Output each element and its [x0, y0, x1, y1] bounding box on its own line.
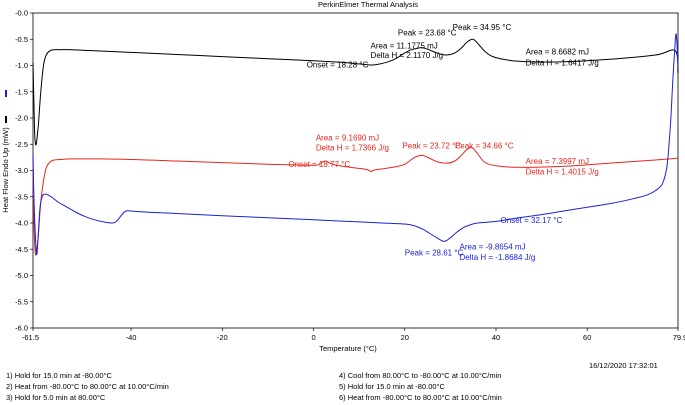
method-steps-right: 4) Cool from 80.00°C to -80.00°C at 10.0…: [339, 370, 502, 403]
annotation-b-area2: Area = 8.6682 mJ: [526, 47, 589, 56]
annotation-b-peak1: Peak = 23.68 °C: [398, 29, 457, 38]
chart-title: PerkinElmer Thermal Analysis: [318, 0, 418, 9]
y-tick-label: -5.0: [15, 271, 28, 280]
annotation-r-area2: Area = 7.3997 mJ: [526, 157, 589, 166]
annotation-r-peak2: Peak = 34.66 °C: [455, 141, 514, 150]
annotation-r-peak1: Peak = 23.72 °C: [402, 141, 461, 150]
method-steps-left: 1) Hold for 15.0 min at -80.00°C 2) Heat…: [6, 370, 169, 403]
annotation-b-area: Area = 11.1775 mJ: [371, 42, 438, 51]
y-tick-label: -3.0: [15, 166, 28, 175]
annotation-u-dh: Delta H = -1.8684 J/g: [460, 253, 536, 262]
x-axis-label: Temperature (°C): [319, 344, 377, 353]
y-tick-label: -4.0: [15, 219, 28, 228]
y-tick-label: -0.5: [15, 35, 28, 44]
x-tick-label: 60: [583, 333, 591, 342]
y-tick-label: -6.0: [15, 324, 28, 333]
y-tick-label: -1.5: [15, 87, 28, 96]
y-axis: -6.0 -5.5 -5.0 -4.5 -4.0 -3.5 -3.0 -2.5 -2.0 -1.5…: [15, 9, 33, 333]
x-tick-label: 40: [492, 333, 500, 342]
annotation-u-onset: Onset = 32.17 °C: [501, 216, 563, 225]
annotation-u-peak: Peak = 28.61 °C: [405, 249, 464, 258]
series-marker-black: [5, 116, 7, 123]
x-tick-label: -40: [126, 333, 137, 342]
method-steps: 1) Hold for 15.0 min at -80.00°C 2) Heat…: [0, 370, 685, 405]
annotation-b-peak2: Peak = 34.95 °C: [453, 23, 512, 32]
method-step: 1) Hold for 15.0 min at -80.00°C: [6, 371, 112, 380]
method-step: 5) Hold for 15.0 min at -80.00°C: [339, 382, 445, 391]
annotation-r-onset: Onset = 18.77 °C: [288, 160, 350, 169]
series-line: [32, 38, 679, 146]
y-tick-label: -1.0: [15, 61, 28, 70]
method-step: 3) Hold for 5.0 min at 80.00°C: [6, 393, 106, 402]
annotation-r-area: Area = 9.1690 mJ: [316, 134, 379, 143]
annotation-b-onset: Onset = 18.28 °C: [307, 61, 369, 70]
y-tick-label: -4.5: [15, 245, 28, 254]
y-tick-label: -0.0: [15, 9, 28, 18]
timestamp: 16/12/2020 17:32:01: [589, 361, 658, 370]
x-tick-label: -61.5: [22, 333, 39, 342]
x-tick-label: 79.9: [673, 333, 685, 342]
y-tick-label: -3.5: [15, 192, 28, 201]
series-line: [32, 33, 679, 256]
x-tick-label: -20: [217, 333, 228, 342]
series-marker-blue: [5, 90, 7, 97]
y-axis-label: Heat Flow Endo Up (mW): [1, 127, 10, 213]
y-tick-label: -2.5: [15, 140, 28, 149]
annotation-r-dh2: Delta H = 1.4015 J/g: [526, 168, 599, 177]
annotation-r-dh: Delta H = 1.7366 J/g: [316, 144, 389, 153]
series-layer: [32, 33, 679, 256]
annotation-b-dh: Delta H = 2.1170 J/g: [371, 51, 444, 60]
annotation-u-area: Area = -9.8654 mJ: [460, 242, 526, 251]
x-tick-label: 20: [401, 333, 409, 342]
method-step: 2) Heat from -80.00°C to 80.00°C at 10.0…: [6, 382, 169, 391]
y-tick-label: -5.5: [15, 297, 28, 306]
method-step: 6) Heat from -80.00°C to 80.00°C at 10.0…: [339, 393, 502, 402]
method-step: 4) Cool from 80.00°C to -80.00°C at 10.0…: [339, 371, 502, 380]
annotation-b-dh2: Delta H = 1.6417 J/g: [526, 59, 599, 68]
x-tick-label: 0: [311, 333, 315, 342]
series-line: [32, 146, 679, 256]
y-tick-label: -2.0: [15, 114, 28, 123]
thermal-analysis-chart: PerkinElmer Thermal Analysis -6.0 -5.5 -5.…: [1, 0, 685, 353]
x-axis: -61.5 -40 -20 0 20 40 60 79.9: [22, 328, 685, 342]
